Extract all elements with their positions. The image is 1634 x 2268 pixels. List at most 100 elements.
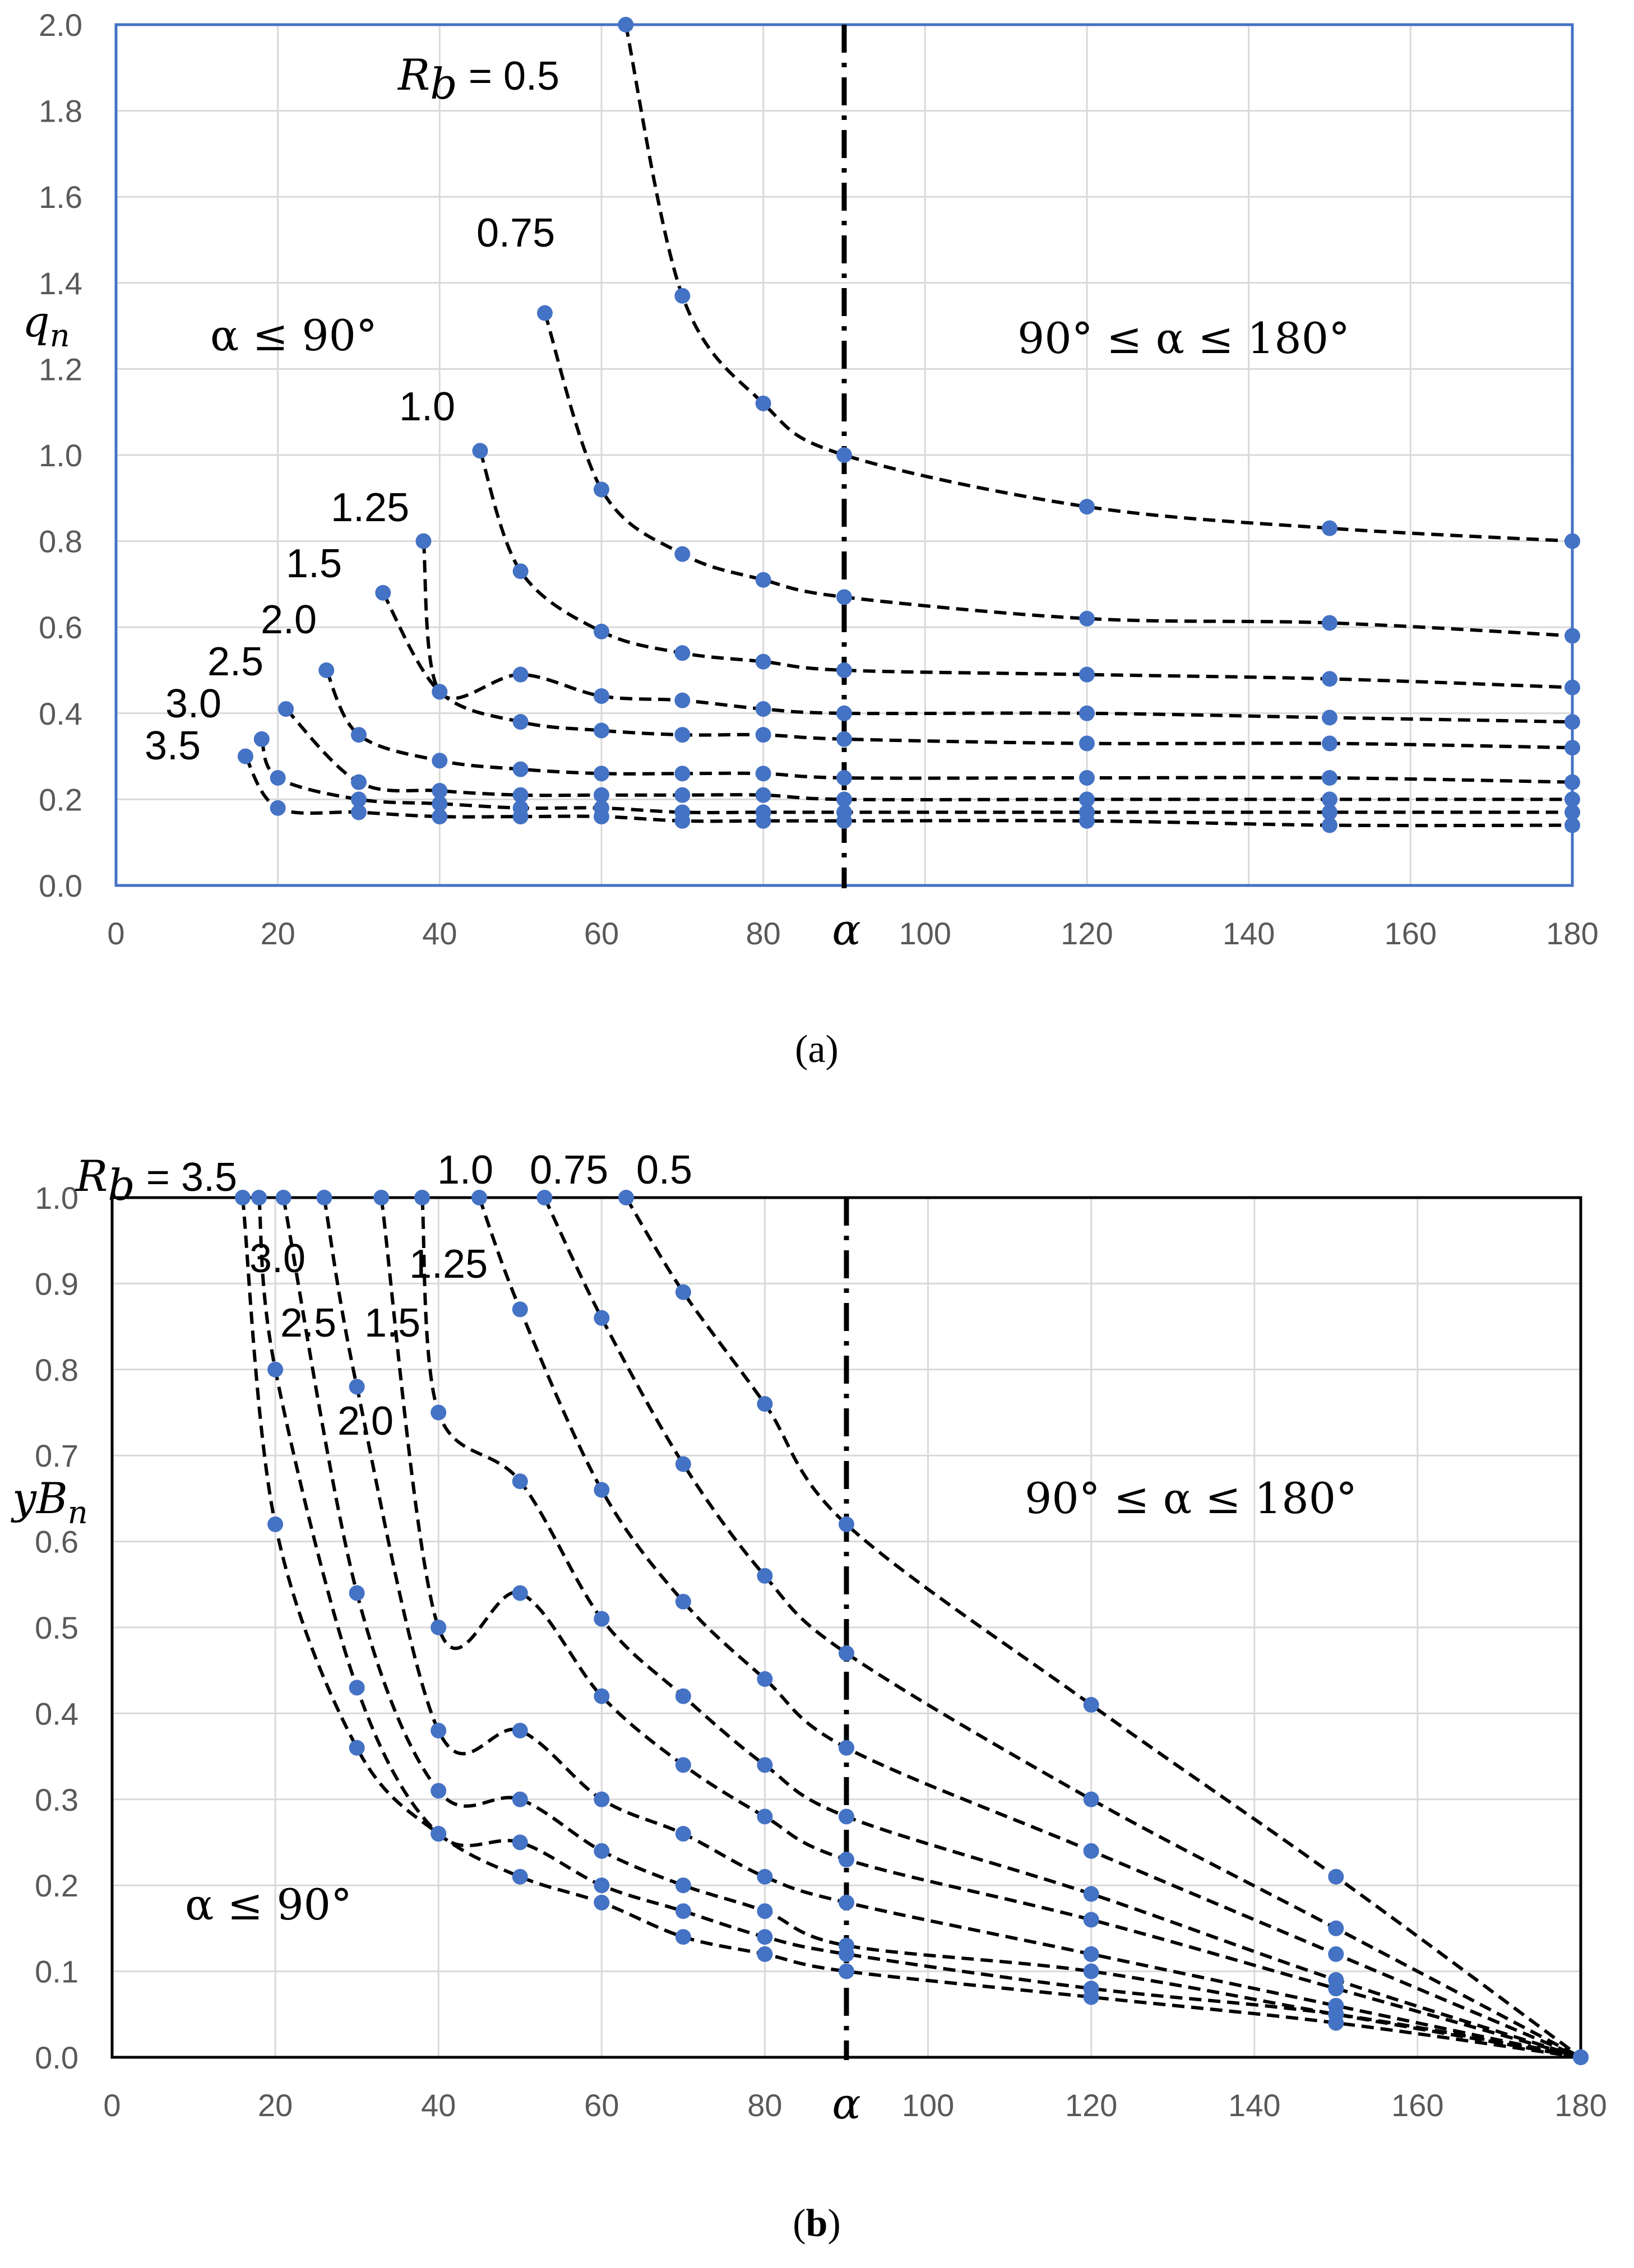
data-point — [251, 1190, 267, 1205]
data-point — [836, 447, 852, 463]
data-point — [512, 1301, 528, 1318]
x-tick-label: 100 — [902, 2088, 954, 2123]
data-point — [1328, 1946, 1344, 1962]
series-line — [244, 755, 1573, 828]
y-tick-label: 1.2 — [39, 351, 82, 387]
panel-a-series-label-1.5: 1.5 — [286, 541, 342, 586]
data-point — [375, 585, 391, 601]
y-tick-label: 0.1 — [35, 1954, 78, 1989]
y-tick-label: 0.4 — [39, 696, 82, 731]
data-point — [836, 813, 852, 829]
y-tick-label: 1.4 — [39, 266, 82, 301]
panel-a-points — [237, 17, 1580, 833]
data-point — [512, 714, 529, 730]
data-point — [839, 1740, 854, 1756]
data-point — [675, 1929, 691, 1945]
y-tick-label: 0.7 — [35, 1438, 78, 1473]
data-point — [1564, 679, 1580, 695]
data-point — [1083, 1912, 1099, 1928]
x-tick-label: 0 — [107, 916, 124, 951]
panel-b-series-label-1.25: 1.25 — [409, 1242, 488, 1287]
panel-b-series-label-1.5: 1.5 — [364, 1301, 420, 1346]
panel-a-series-label-3.5: 3.5 — [145, 723, 201, 768]
data-point — [594, 722, 609, 739]
panel-b-chart: 0.0 0.1 0.2 0.3 0.4 0.5 0.6 0.7 0.8 0.9 1.0 0 20 40 6… — [11, 1148, 1607, 2245]
data-point — [512, 787, 529, 803]
panel-b-series-label-3.5: Rb = 3.5 — [75, 1151, 237, 1210]
x-tick-label: 20 — [258, 2088, 293, 2123]
y-tick-label: 0.6 — [35, 1524, 78, 1560]
data-point — [836, 791, 852, 808]
data-point — [757, 1808, 773, 1825]
data-point — [675, 1593, 691, 1610]
data-point — [594, 623, 609, 639]
y-tick-label: 0.3 — [35, 1782, 78, 1817]
data-point — [1564, 740, 1580, 756]
data-point — [757, 1868, 773, 1885]
series-line — [260, 738, 1572, 814]
y-tick-label: 1.6 — [39, 179, 82, 215]
data-point — [316, 1190, 332, 1205]
x-tick-label: 0 — [103, 2088, 121, 2123]
data-point — [1083, 1791, 1099, 1807]
panel-a-chart: 0.0 0.2 0.4 0.6 0.8 1.0 1.2 1.4 1.6 1.8 2.0 0 20 40 6… — [22, 7, 1599, 1071]
panel-b-series-label-2.5: 2.5 — [280, 1301, 336, 1346]
panel-b-x-tick-labels: 0 20 40 60 80 100 120 140 160 180 — [103, 2088, 1607, 2123]
data-point — [1564, 817, 1580, 833]
data-point — [512, 563, 529, 579]
data-point — [512, 1723, 528, 1739]
x-tick-label: 100 — [899, 916, 951, 951]
data-point — [594, 1482, 610, 1498]
data-point — [1079, 813, 1095, 829]
data-point — [674, 787, 691, 803]
data-point — [1083, 1843, 1099, 1859]
data-point — [594, 481, 609, 498]
data-point — [1322, 735, 1337, 752]
x-tick-label: 40 — [422, 916, 457, 951]
x-tick-label: 160 — [1385, 916, 1437, 951]
panel-a-caption: (a) — [795, 1028, 839, 1071]
data-point — [594, 1611, 610, 1627]
data-point — [675, 1877, 691, 1894]
x-tick-label: 60 — [584, 2088, 619, 2123]
panel-a-region-right-label: 90° ≤ α ≤ 180° — [1017, 313, 1350, 363]
x-tick-label: 160 — [1391, 2088, 1443, 2123]
data-point — [675, 1826, 691, 1842]
data-point — [1322, 615, 1337, 631]
series-line — [257, 1197, 1581, 2059]
data-point — [1564, 791, 1580, 808]
data-point — [349, 1740, 365, 1756]
data-point — [839, 1852, 854, 1868]
data-point — [512, 1791, 528, 1807]
y-tick-label: 0.0 — [39, 868, 82, 903]
data-point — [839, 1808, 854, 1825]
data-point — [839, 1516, 854, 1532]
panel-a-series-label-3.0: 3.0 — [165, 681, 221, 726]
data-point — [1079, 791, 1095, 808]
data-point — [318, 662, 335, 678]
y-tick-label: 0.6 — [39, 610, 82, 645]
data-point — [237, 748, 253, 764]
data-point — [594, 1877, 610, 1894]
data-point — [275, 1190, 291, 1205]
data-point — [536, 305, 553, 321]
data-point — [351, 727, 367, 743]
data-point — [1079, 735, 1095, 752]
panel-b-region-right-label: 90° ≤ α ≤ 180° — [1025, 1473, 1357, 1523]
data-point — [253, 731, 270, 747]
data-point — [755, 395, 771, 411]
series-line — [240, 1197, 1581, 2059]
data-point — [618, 1190, 634, 1205]
data-point — [1079, 499, 1095, 515]
x-tick-label: 180 — [1554, 2088, 1607, 2123]
x-tick-label: 140 — [1223, 916, 1275, 951]
data-point — [757, 1567, 773, 1584]
x-tick-label: 140 — [1228, 2088, 1280, 2123]
data-point — [512, 1868, 528, 1885]
y-tick-label: 0.2 — [39, 782, 82, 817]
y-tick-label: 2.0 — [39, 7, 82, 43]
data-point — [1322, 791, 1337, 808]
series-line — [381, 592, 1573, 750]
data-point — [594, 766, 609, 782]
